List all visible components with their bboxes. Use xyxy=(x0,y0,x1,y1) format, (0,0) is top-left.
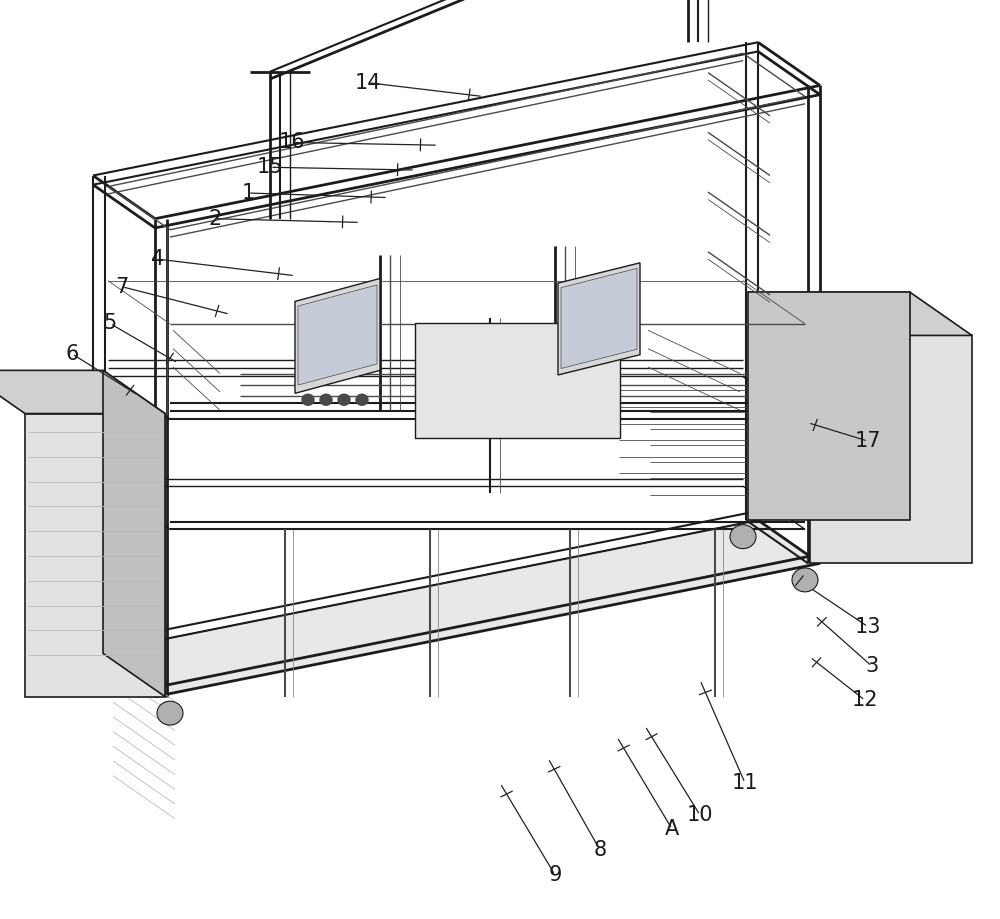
Text: 6: 6 xyxy=(65,344,79,364)
Polygon shape xyxy=(93,520,820,697)
Polygon shape xyxy=(561,268,637,369)
Text: 4: 4 xyxy=(151,249,165,269)
Polygon shape xyxy=(748,292,972,335)
Circle shape xyxy=(338,394,350,405)
Circle shape xyxy=(730,525,756,549)
Circle shape xyxy=(356,394,368,405)
Text: 14: 14 xyxy=(355,73,381,93)
Text: 5: 5 xyxy=(103,313,117,334)
Polygon shape xyxy=(810,335,972,563)
Polygon shape xyxy=(298,285,377,385)
Text: 1: 1 xyxy=(241,183,255,203)
Text: 17: 17 xyxy=(855,431,881,451)
Text: 10: 10 xyxy=(687,805,713,825)
Text: 8: 8 xyxy=(593,840,607,860)
Text: 12: 12 xyxy=(852,690,878,710)
Text: 15: 15 xyxy=(257,157,283,177)
Text: 16: 16 xyxy=(279,132,305,153)
Text: 9: 9 xyxy=(548,865,562,885)
Text: 7: 7 xyxy=(115,277,129,297)
Circle shape xyxy=(792,568,818,592)
Polygon shape xyxy=(0,370,165,414)
Polygon shape xyxy=(103,370,165,697)
Circle shape xyxy=(302,394,314,405)
Text: 13: 13 xyxy=(855,617,881,637)
Polygon shape xyxy=(415,323,620,437)
Circle shape xyxy=(320,394,332,405)
Text: A: A xyxy=(665,819,679,839)
Polygon shape xyxy=(25,414,165,697)
Polygon shape xyxy=(295,278,380,393)
Circle shape xyxy=(157,701,183,725)
Text: 11: 11 xyxy=(732,773,758,793)
Polygon shape xyxy=(748,292,910,520)
Text: 2: 2 xyxy=(208,209,222,229)
Polygon shape xyxy=(558,263,640,375)
Text: 3: 3 xyxy=(865,656,879,676)
